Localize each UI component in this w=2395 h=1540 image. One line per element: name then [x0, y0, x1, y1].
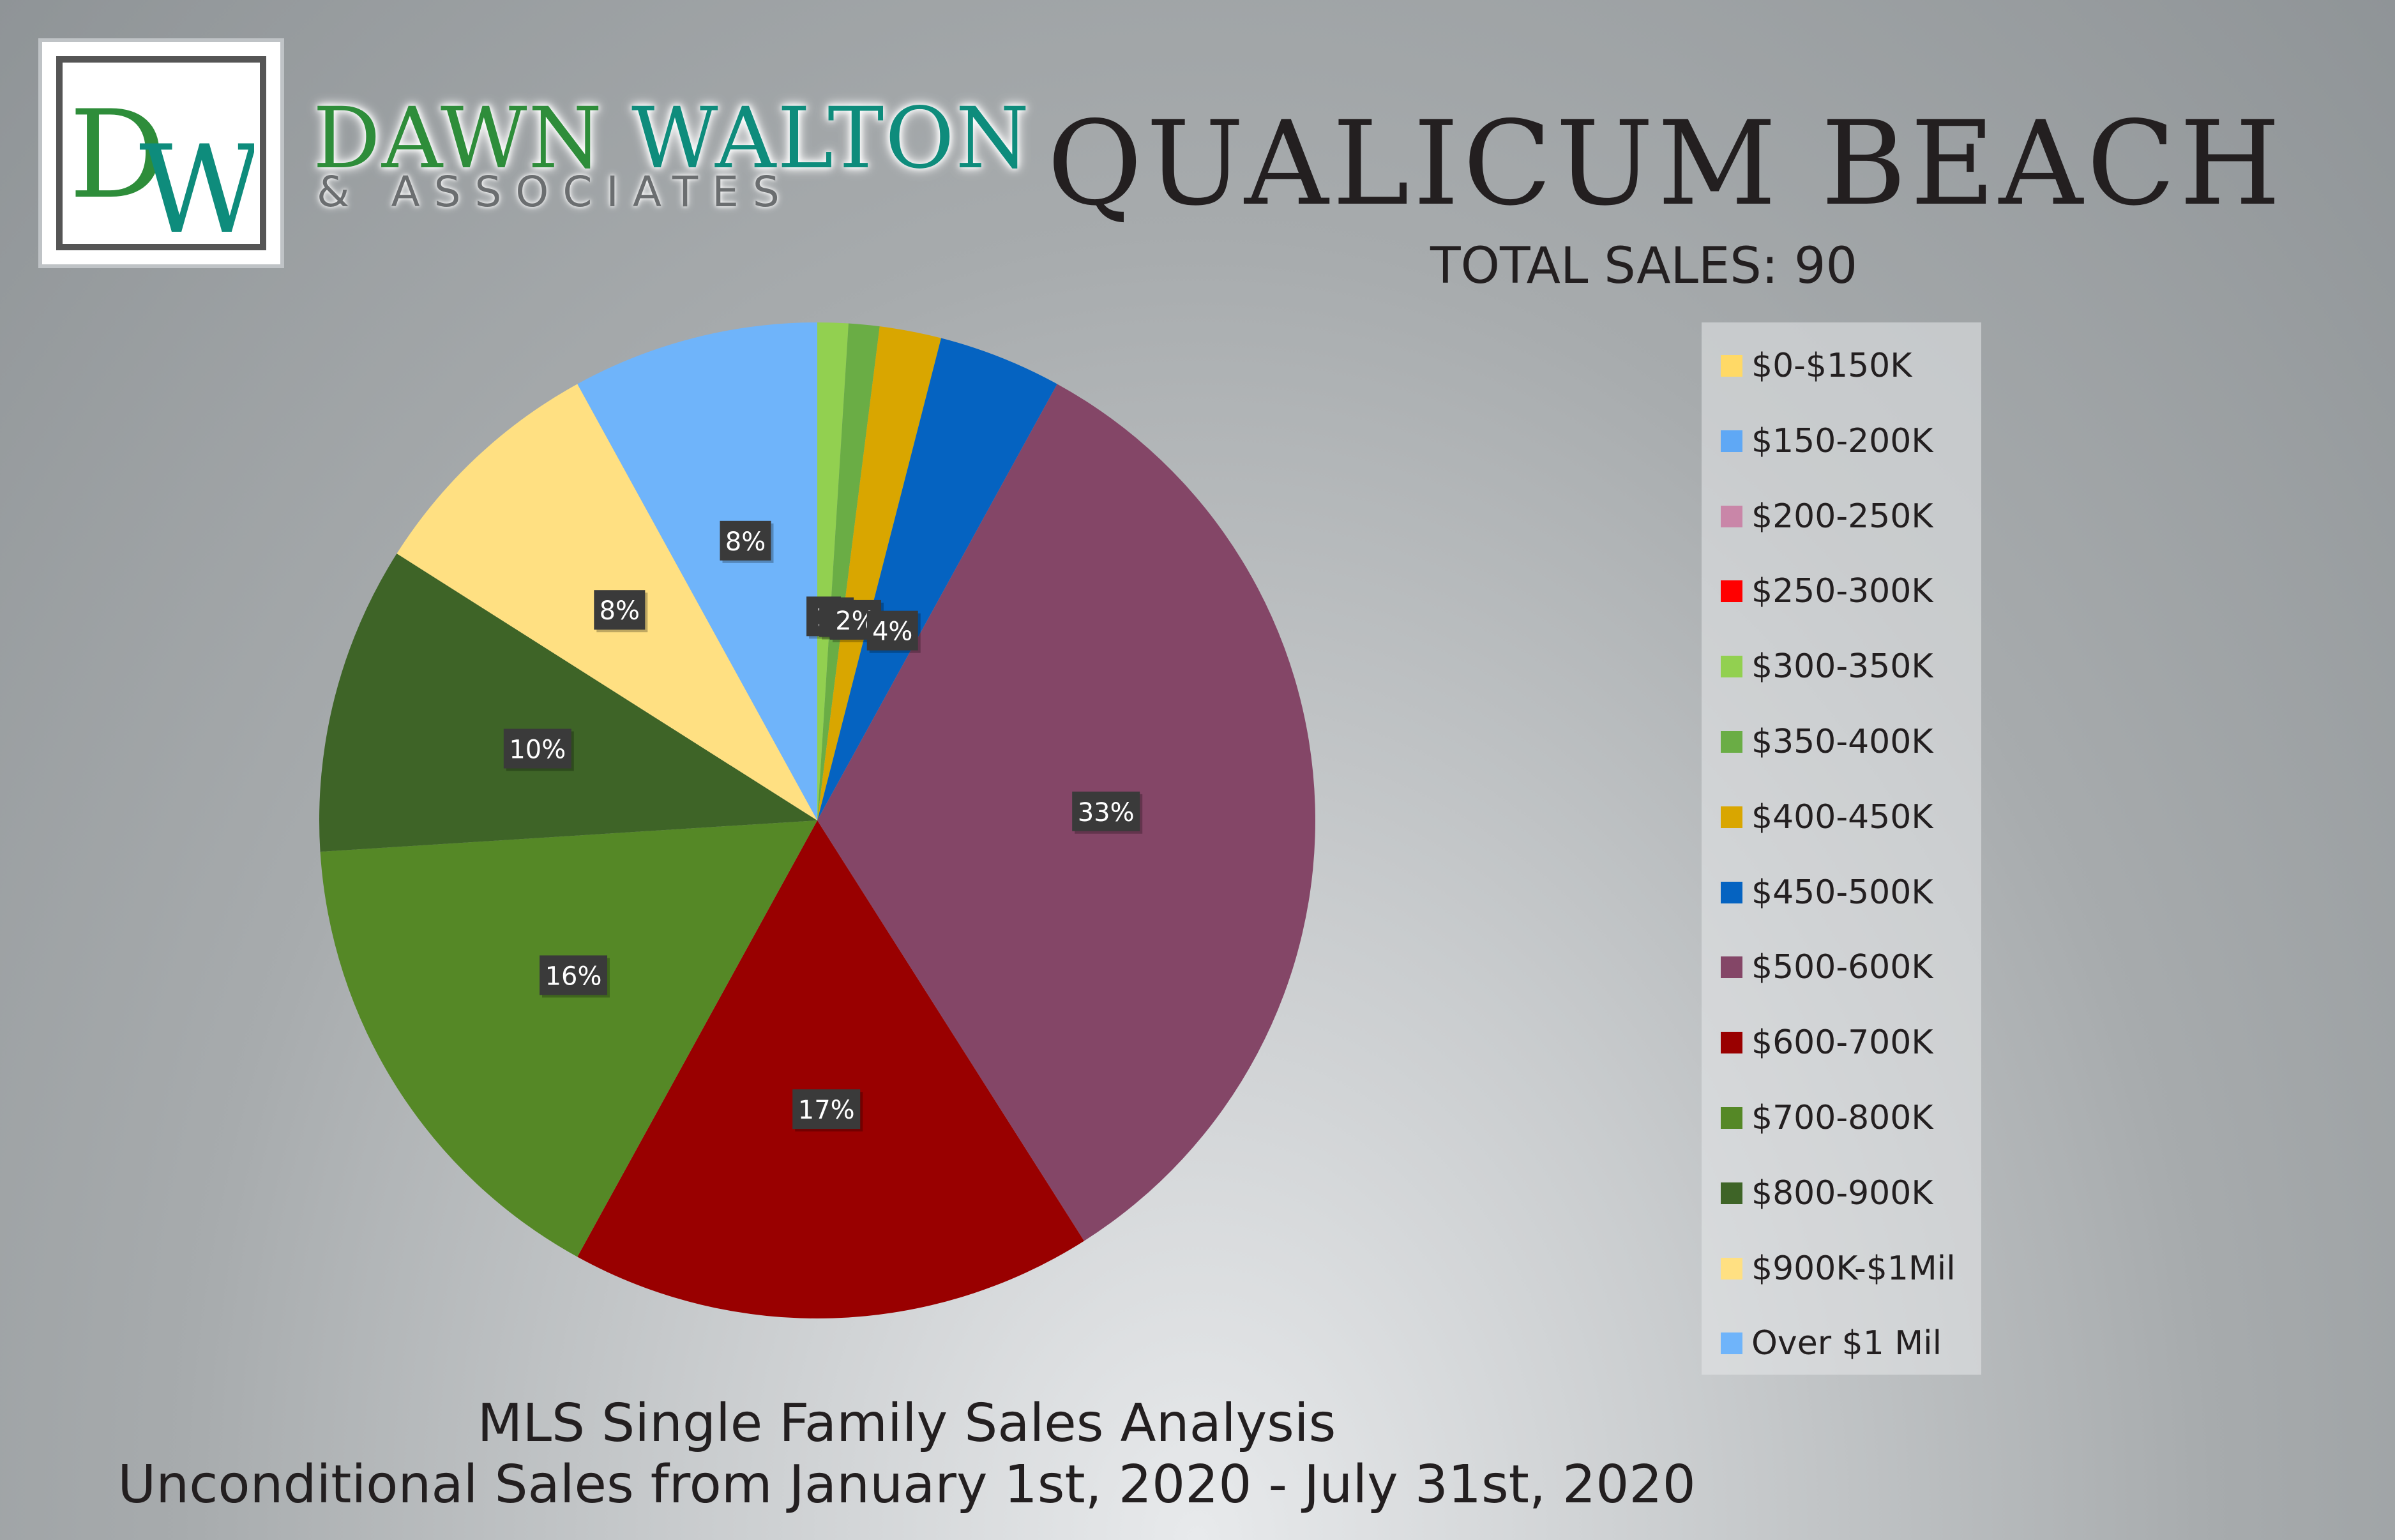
- legend-label: $900K-$1Mil: [1751, 1249, 1956, 1288]
- pie-slice-$400-450K: [817, 326, 941, 821]
- legend-swatch: [1721, 656, 1742, 678]
- svg-text:10%: 10%: [509, 735, 566, 764]
- legend-label: $600-700K: [1751, 1023, 1933, 1062]
- brand-name-last: WALTON: [631, 89, 1031, 188]
- legend-swatch: [1721, 1182, 1742, 1204]
- data-label-$600-700K: 17%: [792, 1089, 863, 1132]
- brand-name-first: DAWN: [313, 89, 631, 188]
- legend-item: Over $1 Mil: [1721, 1311, 1942, 1375]
- legend-item: $500-600K: [1721, 935, 1933, 999]
- svg-text:4%: 4%: [872, 617, 912, 647]
- legend-swatch: [1721, 1032, 1742, 1054]
- legend-label: $500-600K: [1751, 948, 1933, 987]
- legend-swatch: [1721, 1107, 1742, 1129]
- legend-swatch: [1721, 355, 1742, 377]
- legend-label: $400-450K: [1751, 797, 1933, 836]
- footer-date-range: Unconditional Sales from January 1st, 20…: [117, 1454, 1696, 1515]
- pie-slice-$350-400K: [817, 323, 880, 820]
- legend-swatch: [1721, 430, 1742, 452]
- data-label-$800-900K: 10%: [503, 728, 574, 771]
- logo-frame: D W: [56, 56, 266, 250]
- legend-item: $150-200K: [1721, 409, 1933, 473]
- legend-label: $200-250K: [1751, 497, 1933, 536]
- pie-slice-$450-500K: [817, 338, 1057, 820]
- legend-item: $300-350K: [1721, 635, 1933, 698]
- data-label-$450-500K: 4%: [866, 610, 921, 653]
- legend-swatch: [1721, 580, 1742, 603]
- legend-swatch: [1721, 731, 1742, 753]
- svg-text:8%: 8%: [600, 596, 640, 626]
- legend-label: $800-900K: [1751, 1174, 1933, 1212]
- pie-slice-Over $1 Mil: [577, 322, 817, 820]
- data-label-$700-800K: 16%: [540, 955, 610, 998]
- legend-label: $350-400K: [1751, 723, 1933, 761]
- svg-text:8%: 8%: [725, 527, 766, 557]
- chart-legend: $0-$150K $150-200K $200-250K $250-300K $300-…: [1702, 322, 1981, 1375]
- legend-item: $250-300K: [1721, 559, 1933, 623]
- legend-swatch: [1721, 956, 1742, 979]
- legend-swatch: [1721, 881, 1742, 903]
- legend-label: Over $1 Mil: [1751, 1324, 1942, 1363]
- legend-item: $800-900K: [1721, 1161, 1933, 1225]
- page-title: QUALICUM BEACH: [1047, 96, 2285, 231]
- svg-text:33%: 33%: [1078, 798, 1135, 827]
- legend-swatch: [1721, 1257, 1742, 1280]
- svg-text:W: W: [139, 119, 254, 241]
- brand-name: DAWN WALTON: [313, 89, 1031, 188]
- logo: D W: [38, 38, 284, 268]
- pie-slice-$500-600K: [817, 384, 1316, 1241]
- legend-item: $900K-$1Mil: [1721, 1237, 1956, 1301]
- data-label-$900K-$1Mil: 8%: [594, 590, 648, 633]
- pie-slice-$300-350K: [817, 322, 849, 820]
- legend-label: $150-200K: [1751, 421, 1933, 460]
- pie-slice-$600-700K: [577, 820, 1084, 1318]
- total-sales: TOTAL SALES: 90: [1430, 238, 1858, 295]
- data-label-$500-600K: 33%: [1072, 791, 1143, 834]
- legend-item: $0-$150K: [1721, 334, 1912, 398]
- footer-title: MLS Single Family Sales Analysis: [477, 1393, 1336, 1454]
- legend-swatch: [1721, 806, 1742, 828]
- legend-label: $300-350K: [1751, 647, 1933, 686]
- legend-label: $250-300K: [1751, 572, 1933, 611]
- pie-slice-$700-800K: [320, 820, 817, 1257]
- legend-swatch: [1721, 1332, 1742, 1355]
- legend-label: $0-$150K: [1751, 347, 1912, 385]
- legend-swatch: [1721, 505, 1742, 527]
- svg-text:D: D: [69, 84, 166, 225]
- legend-item: $400-450K: [1721, 785, 1933, 849]
- legend-item: $450-500K: [1721, 861, 1933, 925]
- svg-text:17%: 17%: [798, 1096, 855, 1125]
- legend-label: $450-500K: [1751, 873, 1933, 912]
- legend-item: $350-400K: [1721, 710, 1933, 774]
- data-label-Over $1 Mil: 8%: [720, 520, 774, 563]
- logo-monogram: D W: [69, 84, 254, 241]
- pie-slice-$800-900K: [319, 554, 818, 852]
- legend-item: $600-700K: [1721, 1011, 1933, 1075]
- legend-item: $200-250K: [1721, 485, 1933, 548]
- legend-item: $700-800K: [1721, 1086, 1933, 1150]
- legend-label: $700-800K: [1751, 1099, 1933, 1137]
- brand-subtitle: & ASSOCIATES: [317, 167, 794, 216]
- svg-text:16%: 16%: [545, 962, 602, 991]
